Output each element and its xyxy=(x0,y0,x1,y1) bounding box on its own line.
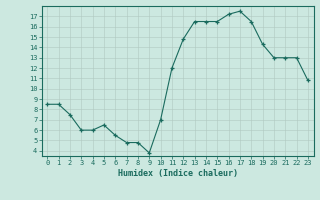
X-axis label: Humidex (Indice chaleur): Humidex (Indice chaleur) xyxy=(118,169,237,178)
